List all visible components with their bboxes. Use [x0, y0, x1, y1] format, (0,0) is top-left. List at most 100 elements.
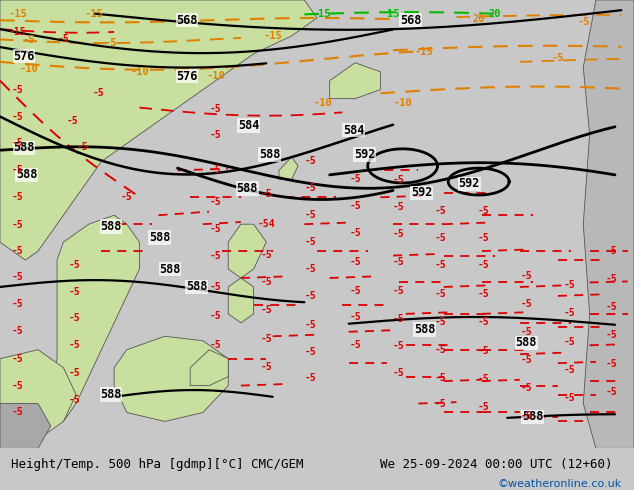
Text: 592: 592 — [411, 186, 432, 199]
Polygon shape — [330, 63, 380, 98]
Text: -5: -5 — [577, 18, 590, 27]
Text: -5: -5 — [564, 280, 575, 290]
Text: -5: -5 — [210, 340, 221, 350]
Text: -5: -5 — [67, 116, 79, 126]
Text: -5: -5 — [521, 355, 532, 365]
Text: 588: 588 — [515, 337, 537, 349]
Text: -5: -5 — [12, 112, 23, 122]
Text: -5: -5 — [12, 246, 23, 256]
Text: -5: -5 — [210, 130, 221, 141]
Polygon shape — [228, 224, 266, 278]
Text: -10: -10 — [130, 67, 149, 77]
Text: -5: -5 — [521, 271, 532, 281]
Text: -5: -5 — [392, 314, 404, 324]
Text: -5: -5 — [477, 206, 489, 216]
Text: -5: -5 — [552, 53, 564, 63]
Text: 588: 588 — [159, 263, 181, 275]
Text: -15: -15 — [414, 47, 433, 56]
Text: -5: -5 — [12, 272, 23, 282]
Text: 20: 20 — [488, 9, 501, 19]
Text: -5: -5 — [349, 340, 361, 350]
Text: -5: -5 — [210, 197, 221, 207]
Text: -5: -5 — [305, 320, 316, 330]
Text: -5: -5 — [606, 359, 618, 369]
Polygon shape — [0, 350, 76, 440]
Text: -5: -5 — [477, 233, 489, 243]
Text: -5: -5 — [305, 237, 316, 247]
Polygon shape — [190, 350, 228, 386]
Text: -5: -5 — [477, 345, 489, 356]
Text: -5: -5 — [564, 365, 575, 375]
Text: -15: -15 — [84, 9, 103, 19]
Text: -5: -5 — [305, 347, 316, 357]
Polygon shape — [279, 157, 298, 179]
Text: -5: -5 — [392, 202, 404, 212]
Text: -5: -5 — [349, 201, 361, 211]
Text: -5: -5 — [305, 291, 316, 301]
Text: ©weatheronline.co.uk: ©weatheronline.co.uk — [497, 479, 621, 489]
Text: 584: 584 — [238, 119, 259, 132]
Text: -5: -5 — [210, 223, 221, 234]
Text: -54: -54 — [257, 219, 275, 229]
Text: -5: -5 — [392, 341, 404, 351]
Text: -5: -5 — [69, 313, 81, 323]
Polygon shape — [228, 278, 254, 323]
Text: -5: -5 — [606, 246, 618, 256]
Text: -5: -5 — [261, 250, 272, 260]
Text: -5: -5 — [477, 260, 489, 270]
Text: -15: -15 — [263, 31, 282, 41]
Text: 576: 576 — [13, 49, 35, 63]
Text: 588: 588 — [522, 411, 543, 423]
Text: -5: -5 — [12, 408, 23, 417]
Text: We 25-09-2024 00:00 UTC (12+60): We 25-09-2024 00:00 UTC (12+60) — [380, 458, 613, 471]
Text: -5: -5 — [435, 372, 446, 383]
Text: -5: -5 — [69, 287, 81, 297]
Text: 568: 568 — [176, 14, 198, 26]
Text: 15: 15 — [387, 9, 399, 19]
Text: 588: 588 — [149, 231, 171, 244]
Text: -5: -5 — [105, 38, 117, 48]
Text: Height/Temp. 500 hPa [gdmp][°C] CMC/GEM: Height/Temp. 500 hPa [gdmp][°C] CMC/GEM — [11, 458, 304, 471]
Text: -5: -5 — [477, 374, 489, 384]
Text: -5: -5 — [349, 228, 361, 238]
Text: -5: -5 — [261, 334, 272, 343]
Text: -10: -10 — [206, 71, 225, 81]
Text: 588: 588 — [100, 220, 122, 233]
Text: -5: -5 — [261, 305, 272, 315]
Text: -5: -5 — [69, 340, 81, 350]
Text: -5: -5 — [69, 395, 81, 405]
Text: -5: -5 — [12, 192, 23, 202]
Text: 568: 568 — [400, 14, 422, 26]
Text: -5: -5 — [121, 192, 133, 202]
Text: -5: -5 — [93, 88, 104, 98]
Text: -15: -15 — [8, 9, 27, 19]
Text: -5: -5 — [12, 139, 23, 148]
Text: -5: -5 — [435, 233, 446, 243]
Text: -5: -5 — [305, 372, 316, 383]
Text: -5: -5 — [305, 183, 316, 194]
Text: -5: -5 — [349, 286, 361, 295]
Text: -5: -5 — [564, 337, 575, 346]
Text: -5: -5 — [435, 206, 446, 216]
Text: -5: -5 — [521, 411, 532, 421]
Text: -5: -5 — [392, 286, 404, 295]
Text: -5: -5 — [12, 354, 23, 364]
Text: -5: -5 — [210, 282, 221, 292]
Text: -5: -5 — [392, 175, 404, 185]
Text: -5: -5 — [349, 174, 361, 184]
Text: -5: -5 — [261, 189, 272, 198]
Text: -5: -5 — [305, 210, 316, 220]
Text: 592: 592 — [458, 177, 480, 190]
Text: -5: -5 — [564, 393, 575, 403]
Polygon shape — [0, 0, 317, 260]
Text: -10: -10 — [393, 98, 412, 108]
Text: -5: -5 — [12, 220, 23, 230]
Text: 588: 588 — [236, 182, 258, 195]
Text: 588: 588 — [414, 323, 436, 336]
Text: -5: -5 — [564, 308, 575, 318]
Text: 588: 588 — [259, 148, 280, 161]
Text: -5: -5 — [12, 299, 23, 309]
Text: -5: -5 — [305, 264, 316, 274]
Polygon shape — [0, 404, 51, 448]
Text: -5: -5 — [12, 381, 23, 391]
